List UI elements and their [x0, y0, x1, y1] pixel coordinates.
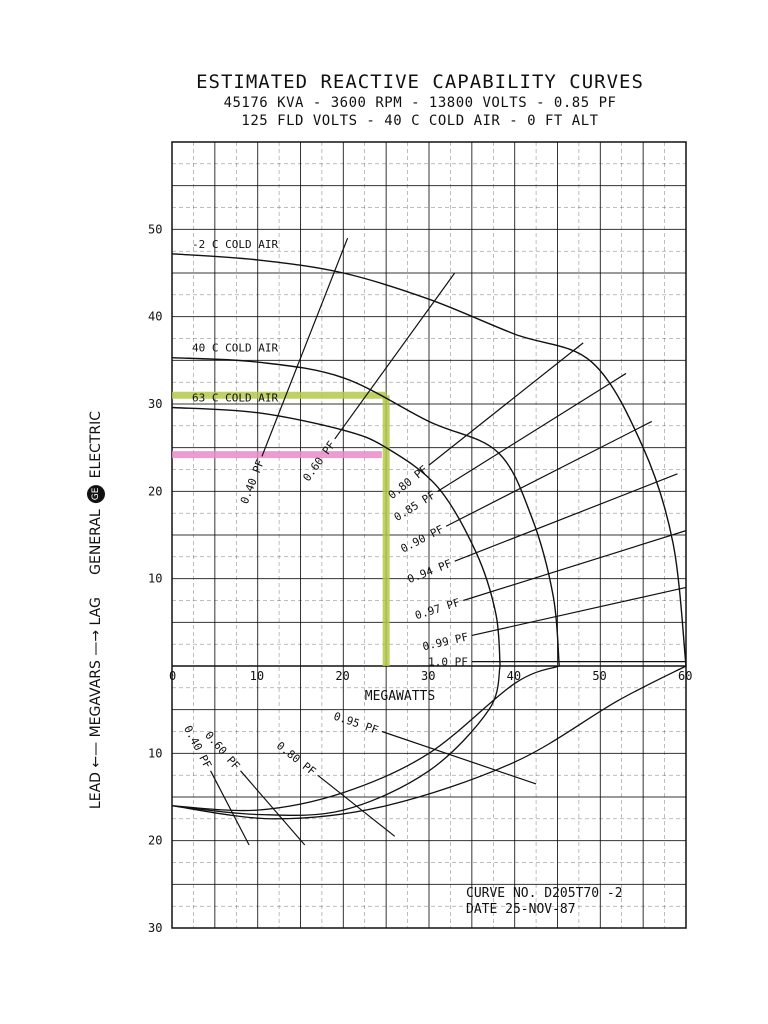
capability-curve-1	[171, 357, 560, 667]
pf-lead-line-1	[240, 770, 306, 846]
chart-title: ESTIMATED REACTIVE CAPABILITY CURVES	[196, 71, 644, 93]
curve-number: CURVE NO. D205T70 -2	[466, 886, 623, 901]
y-tick-label-lead: 20	[148, 834, 162, 848]
plot-frame	[171, 141, 687, 929]
curve-label-0: -2 C COLD AIR	[192, 238, 278, 251]
pf-lag-line-5	[454, 473, 678, 562]
x-tick-label: 50	[592, 669, 606, 683]
pf-lag-line-2	[428, 342, 584, 466]
x-tick-label: 60	[678, 669, 692, 683]
x-tick-label: 0	[169, 669, 176, 683]
lead-curve-1	[171, 665, 501, 816]
pf-lag-line-3	[437, 372, 627, 492]
pf-lag-line-1	[334, 272, 456, 440]
y-tick-label-lag: 30	[148, 397, 162, 411]
pf-lag-label-6: 0.97 PF	[413, 596, 461, 622]
pf-lead-line-0	[210, 770, 250, 846]
pf-lag-line-0	[261, 237, 349, 457]
x-tick-label: 30	[421, 669, 435, 683]
pf-lag-line-6	[463, 530, 687, 602]
title-block: ESTIMATED REACTIVE CAPABILITY CURVES 451…	[0, 70, 768, 130]
y-tick-label-lag: 50	[148, 222, 162, 236]
lead-curve-0	[171, 665, 560, 812]
x-tick-label: 20	[335, 669, 349, 683]
pf-lead-line-2	[317, 774, 396, 837]
x-axis-label: MEGAWATTS	[365, 689, 435, 704]
curve-label-2: 63 C COLD AIR	[192, 391, 278, 404]
y-tick-label-lead: 10	[148, 746, 162, 760]
pf-lead-label-3: 0.95 PF	[332, 710, 380, 737]
pf-lead-line-3	[381, 730, 537, 785]
pf-lag-label-1: 0.60 PF	[300, 439, 338, 484]
curve-info: CURVE NO. D205T70 -2 DATE 25-NOV-87	[466, 886, 623, 918]
pf-lag-label-4: 0.90 PF	[399, 523, 446, 556]
capability-curve-0	[171, 253, 687, 667]
x-tick-label: 40	[507, 669, 521, 683]
chart-subtitle-line-1: 45176 KVA - 3600 RPM - 13800 VOLTS - 0.8…	[223, 95, 617, 111]
lead-curve-2	[171, 665, 687, 820]
pf-lead-label-2: 0.80 PF	[274, 739, 318, 778]
y-tick-label-lag: 20	[148, 484, 162, 498]
y-tick-label-lead: 30	[148, 921, 162, 935]
pf-lag-label-5: 0.94 PF	[406, 557, 454, 586]
y-tick-label-lag: 40	[148, 310, 162, 324]
x-tick-label: 10	[250, 669, 264, 683]
pf-lag-line-7	[471, 586, 687, 637]
pf-lag-label-8: 1.0 PF	[428, 656, 468, 669]
chart-subtitle-line-2: 125 FLD VOLTS - 40 C COLD AIR - 0 FT ALT	[241, 113, 599, 129]
y-tick-label-lag: 10	[148, 572, 162, 586]
pf-lag-label-0: 0.40 PF	[238, 458, 267, 506]
capability-curve-2	[171, 406, 501, 667]
curve-label-1: 40 C COLD AIR	[192, 342, 278, 355]
pf-lag-line-4	[445, 420, 653, 527]
curve-date: DATE 25-NOV-87	[466, 902, 576, 917]
